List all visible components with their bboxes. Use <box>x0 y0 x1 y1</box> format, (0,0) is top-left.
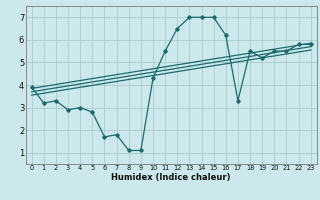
X-axis label: Humidex (Indice chaleur): Humidex (Indice chaleur) <box>111 173 231 182</box>
